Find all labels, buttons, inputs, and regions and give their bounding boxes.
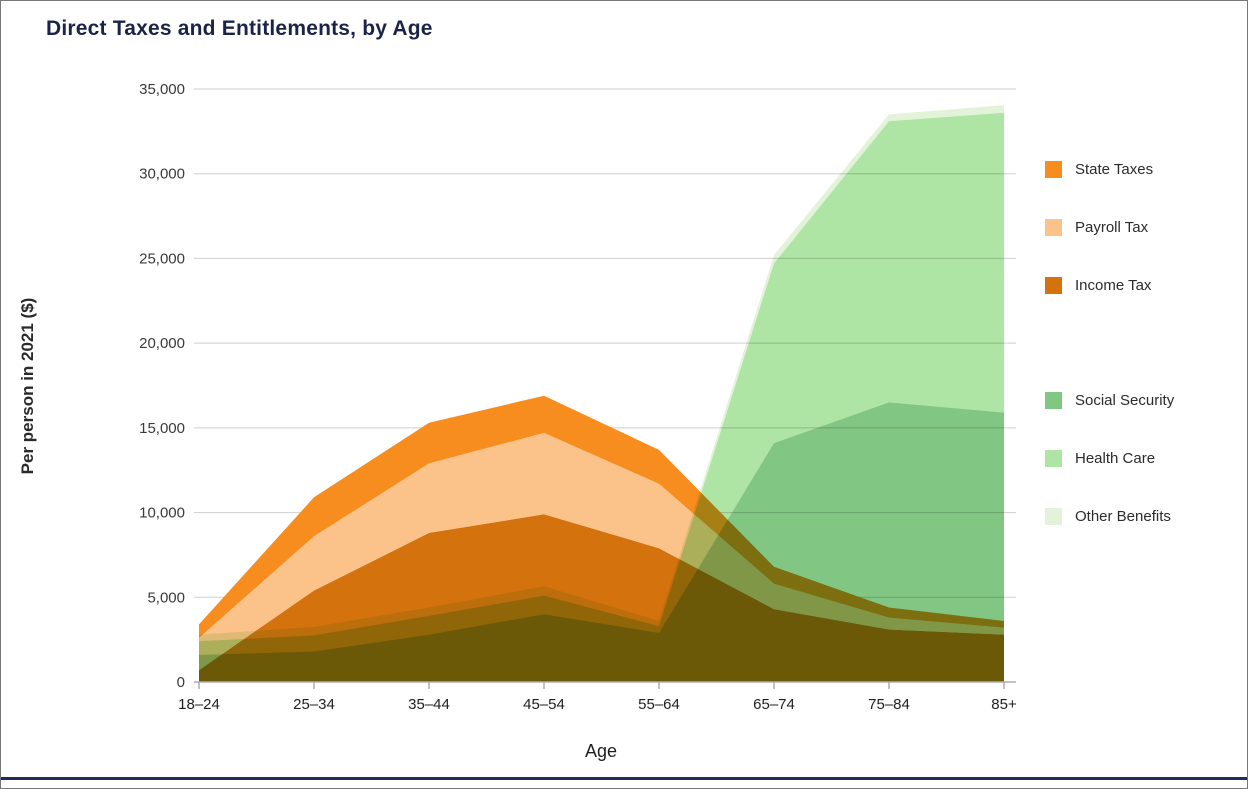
x-tick-label: 55–64 — [638, 696, 680, 713]
legend-item-income-tax: Income Tax — [1045, 277, 1245, 294]
legend-group-taxes: State Taxes Payroll Tax Income Tax — [1045, 161, 1245, 294]
legend-group-entitlements: Social Security Health Care Other Benefi… — [1045, 392, 1245, 525]
state-taxes-swatch-icon — [1045, 161, 1062, 178]
legend-label: Health Care — [1075, 450, 1156, 467]
legend-item-social-security: Social Security — [1045, 392, 1245, 409]
payroll-tax-swatch-icon — [1045, 219, 1062, 236]
health-care-swatch-icon — [1045, 450, 1062, 467]
x-tick-label: 25–34 — [293, 696, 335, 713]
chart-title: Direct Taxes and Entitlements, by Age — [46, 17, 433, 40]
legend-label: Social Security — [1075, 392, 1175, 409]
legend-label: Income Tax — [1075, 277, 1152, 294]
x-tick-label: 65–74 — [753, 696, 795, 713]
income-tax-swatch-icon — [1045, 277, 1062, 294]
y-tick-label: 35,000 — [139, 81, 185, 98]
y-tick-label: 30,000 — [139, 166, 185, 183]
x-tick-label: 75–84 — [868, 696, 910, 713]
legend-item-state-taxes: State Taxes — [1045, 161, 1245, 178]
legend-item-health-care: Health Care — [1045, 450, 1245, 467]
legend-label: State Taxes — [1075, 161, 1154, 178]
x-axis-title: Age — [584, 741, 618, 761]
footer-rule — [1, 777, 1247, 780]
legend: State Taxes Payroll Tax Income Tax Socia… — [1045, 161, 1245, 525]
legend-label: Payroll Tax — [1075, 219, 1149, 236]
legend-item-other-benefits: Other Benefits — [1045, 508, 1245, 525]
area-health-care — [199, 112, 1004, 655]
y-tick-label: 10,000 — [139, 505, 185, 522]
other-benefits-swatch-icon — [1045, 508, 1062, 525]
x-tick-label: 35–44 — [408, 696, 450, 713]
x-tick-label: 45–54 — [523, 696, 565, 713]
y-tick-label: 20,000 — [139, 335, 185, 352]
legend-label: Other Benefits — [1075, 508, 1171, 525]
y-tick-label: 25,000 — [139, 250, 185, 267]
x-tick-label: 85+ — [991, 696, 1017, 713]
legend-item-payroll-tax: Payroll Tax — [1045, 219, 1245, 236]
social-security-swatch-icon — [1045, 392, 1062, 409]
area-social-security — [199, 402, 1004, 682]
y-tick-label: 5,000 — [147, 589, 185, 606]
y-tick-label: 0 — [177, 674, 185, 691]
x-tick-label: 18–24 — [178, 696, 220, 713]
y-tick-label: 15,000 — [139, 420, 185, 437]
